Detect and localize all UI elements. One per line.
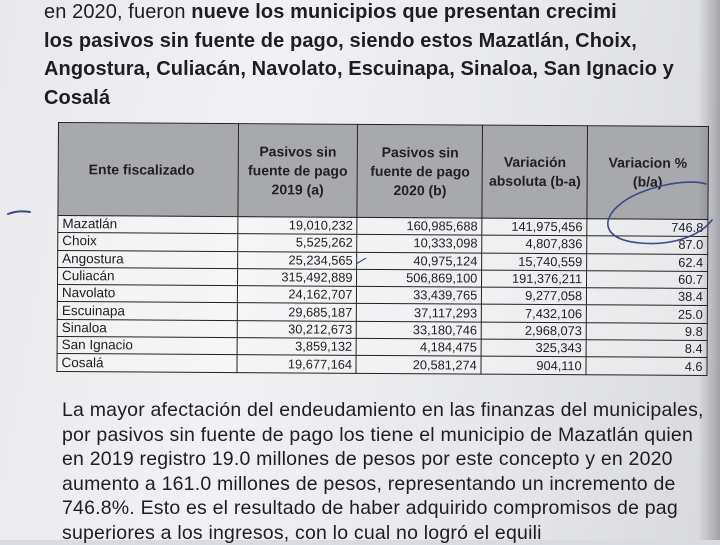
pen-check-mark xyxy=(356,258,366,264)
bottom-line: superiores a los ingresos, con lo cual n… xyxy=(62,521,720,545)
page-edge-shadow xyxy=(698,0,720,540)
pen-dash-mark xyxy=(8,211,30,214)
bottom-line: por pasivos sin fuente de pago los tiene… xyxy=(62,423,720,448)
bottom-line: La mayor afectación del endeudamiento en… xyxy=(62,398,720,423)
bottom-line: en 2019 registro 19.0 millones de pesos … xyxy=(62,447,720,472)
bottom-paragraph: La mayor afectación del endeudamiento en… xyxy=(62,398,720,545)
pen-circle-mark xyxy=(608,182,712,243)
bottom-line: 746.8%. Esto es el resultado de haber ad… xyxy=(62,496,720,521)
bottom-line: aumento a 161.0 millones de pesos, repre… xyxy=(62,472,720,497)
